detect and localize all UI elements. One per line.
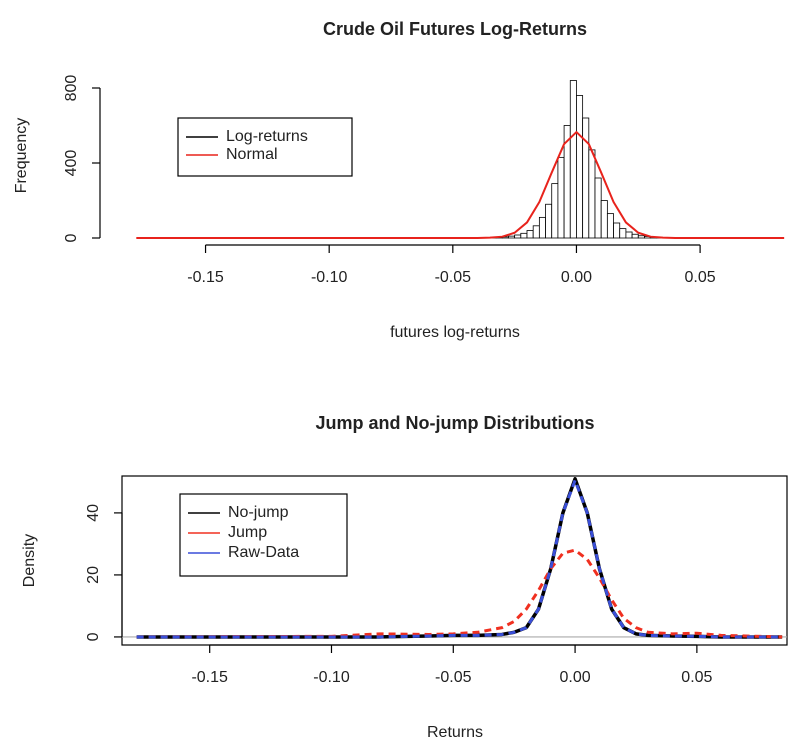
- histogram-bar: [508, 235, 516, 239]
- x-tick-label: -0.15: [187, 269, 224, 286]
- chart: Crude Oil Futures Log-Returns futures log…: [13, 19, 785, 341]
- legend-box: [177, 117, 353, 177]
- y-tick-label: 0: [85, 632, 102, 641]
- histogram-bar: [600, 200, 608, 239]
- x-tick-label: -0.15: [191, 669, 228, 686]
- y-tick-label: 0: [63, 233, 80, 242]
- y-axis-label: Density: [21, 534, 38, 587]
- legend-label: Raw-Data: [228, 544, 299, 561]
- histogram-bar: [545, 203, 553, 239]
- histogram-bar: [625, 231, 633, 239]
- chart-title: Jump and No-jump Distributions: [316, 413, 595, 433]
- x-tick-label: -0.10: [311, 269, 348, 286]
- y-tick-label: 20: [85, 566, 102, 584]
- histogram-bar: [613, 222, 621, 239]
- y-tick-label: 40: [85, 504, 102, 522]
- y-tick-label: 400: [63, 150, 80, 177]
- histogram-bar: [538, 216, 546, 239]
- histogram-bar: [520, 232, 528, 239]
- legend: No-jump Jump Raw-Data: [179, 493, 348, 577]
- histogram-bar: [588, 149, 596, 239]
- chart: Jump and No-jump Distributions Returns Den…: [21, 413, 788, 740]
- x-tick-label: 0.00: [560, 669, 591, 686]
- histogram-bar: [631, 233, 639, 239]
- histogram-bar: [594, 177, 602, 239]
- histogram-bar: [582, 117, 590, 239]
- series-line: [136, 131, 785, 239]
- histogram-bar: [619, 228, 627, 239]
- x-axis-label: Returns: [427, 724, 483, 740]
- x-tick-label: 0.05: [681, 669, 712, 686]
- legend-box: [179, 493, 348, 577]
- x-tick-label: -0.10: [313, 669, 350, 686]
- legend-label: Jump: [228, 524, 267, 541]
- legend-label: Normal: [226, 146, 278, 163]
- x-tick-label: -0.05: [435, 669, 472, 686]
- histogram-bar: [576, 95, 584, 239]
- x-tick-label: -0.05: [435, 269, 472, 286]
- x-axis-label: futures log-returns: [390, 324, 520, 341]
- x-tick-label: 0.05: [685, 269, 716, 286]
- histogram-bar: [557, 156, 565, 239]
- y-tick-label: 800: [63, 75, 80, 102]
- legend-label: No-jump: [228, 504, 289, 521]
- series-line: [136, 478, 783, 639]
- histogram-bar: [569, 80, 577, 239]
- x-tick-label: 0.00: [561, 269, 592, 286]
- legend-label: Log-returns: [226, 128, 308, 145]
- histogram-bar: [606, 213, 614, 239]
- histogram-bar: [514, 234, 522, 239]
- chart-title: Crude Oil Futures Log-Returns: [323, 19, 587, 39]
- histogram-bar: [637, 235, 645, 239]
- y-axis-label: Frequency: [13, 118, 30, 194]
- histogram-bar: [526, 230, 534, 239]
- histogram-bar: [532, 225, 540, 239]
- histogram-bar: [551, 183, 559, 239]
